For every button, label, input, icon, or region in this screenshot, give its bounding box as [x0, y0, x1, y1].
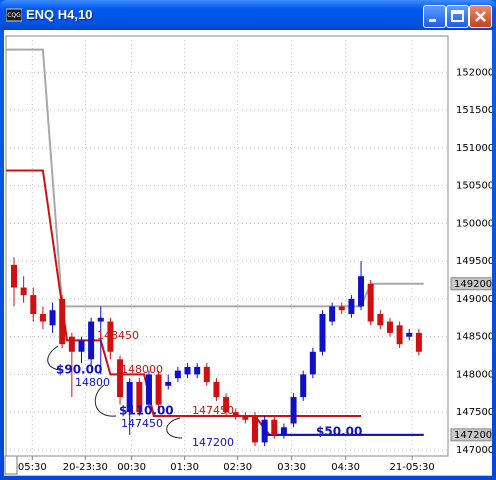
y-tick-label: 149500: [456, 256, 492, 267]
candle-body: [194, 366, 201, 375]
candle-body: [329, 306, 336, 322]
x-tick-label: 00:30: [117, 462, 146, 473]
y-tick-label: 151500: [456, 105, 492, 116]
candle-body: [136, 381, 143, 413]
candle-body: [396, 325, 403, 345]
price-marker: [450, 428, 492, 442]
x-tick-label: 20-23:30: [63, 462, 108, 473]
scroll-box: [4, 455, 18, 475]
candle-body: [223, 397, 230, 413]
candle-body: [20, 287, 27, 296]
annotation: 148450: [97, 329, 139, 342]
candle-body: [145, 374, 152, 405]
candle-body: [88, 321, 95, 360]
candle-body: [358, 276, 365, 307]
annotation: 147200: [192, 436, 234, 449]
indicator-line: [6, 48, 424, 308]
annotation: $110.00: [119, 404, 174, 418]
annotation: 148000: [121, 363, 163, 376]
title-bar: CQG ENQ H4,10: [0, 0, 496, 30]
candle-body: [252, 415, 259, 443]
y-tick-label: 148500: [456, 332, 492, 343]
candle-body: [280, 427, 287, 435]
window-title: ENQ H4,10: [26, 7, 93, 22]
plot-frame: [5, 35, 449, 457]
annotation: $50.00: [316, 425, 362, 439]
y-tick-label: 150500: [456, 181, 492, 192]
price-marker: [450, 277, 492, 291]
candle-body: [386, 321, 393, 333]
candle-body: [415, 332, 422, 352]
candle-body: [68, 336, 75, 352]
candle-body: [300, 374, 307, 398]
candle-body: [39, 313, 46, 322]
candle-body: [174, 370, 181, 379]
candle-body: [165, 381, 172, 386]
y-tick-label: 147000: [456, 445, 492, 456]
y-tick-label: 149000: [456, 294, 492, 305]
price-marker-label: 149200: [454, 279, 492, 290]
svg-text:CQG: CQG: [7, 12, 21, 19]
candle-body: [184, 366, 191, 375]
candle-body: [367, 283, 374, 322]
annotation: 147450: [121, 417, 163, 430]
x-tick-label: 05:30: [18, 462, 47, 473]
candle-body: [78, 340, 85, 352]
candle-body: [117, 359, 124, 398]
candle-body: [126, 381, 133, 413]
candle-body: [338, 306, 345, 311]
candle-body: [30, 295, 37, 314]
x-tick-label: 01:30: [170, 462, 199, 473]
y-tick-label: 152000: [456, 67, 492, 78]
x-tick-label: 03:30: [277, 462, 306, 473]
candle-body: [155, 374, 162, 405]
app-icon: CQG: [6, 8, 22, 22]
candle-body: [49, 310, 56, 326]
close-button[interactable]: [469, 5, 492, 28]
x-tick-label: 21-05:30: [390, 462, 435, 473]
maximize-button[interactable]: [446, 5, 469, 28]
candle-body: [309, 351, 316, 375]
price-marker-label: 147200: [454, 430, 492, 441]
x-tick-label: 04:30: [331, 462, 360, 473]
chart: 147000 147500 148000 148500 149000 149500 1500…: [4, 30, 492, 476]
candle-body: [319, 313, 326, 352]
trade-connectors: [47, 345, 183, 439]
y-tick-label: 147500: [456, 407, 492, 418]
candle-body: [232, 412, 239, 416]
annotation: $90.00: [56, 363, 102, 377]
candle-body: [261, 419, 268, 443]
minimize-button[interactable]: [423, 5, 446, 28]
annotation: 14800: [75, 376, 110, 389]
y-tick-label: 150000: [456, 218, 492, 229]
x-tick-label: 02:30: [223, 462, 252, 473]
candle-body: [59, 298, 66, 345]
y-tick-label: 151000: [456, 143, 492, 154]
candle-body: [290, 397, 297, 424]
candle-body: [97, 317, 104, 322]
candle-body: [406, 332, 413, 337]
y-tick-label: 148000: [456, 369, 492, 380]
candle-body: [348, 298, 355, 314]
annotation: 147450: [192, 404, 234, 417]
candle-body: [242, 415, 249, 420]
candle-body: [203, 366, 210, 382]
candle-body: [377, 313, 384, 326]
candle-body: [107, 321, 114, 352]
candle-body: [271, 419, 278, 435]
candle-body: [213, 381, 220, 398]
candle-body: [11, 264, 18, 288]
